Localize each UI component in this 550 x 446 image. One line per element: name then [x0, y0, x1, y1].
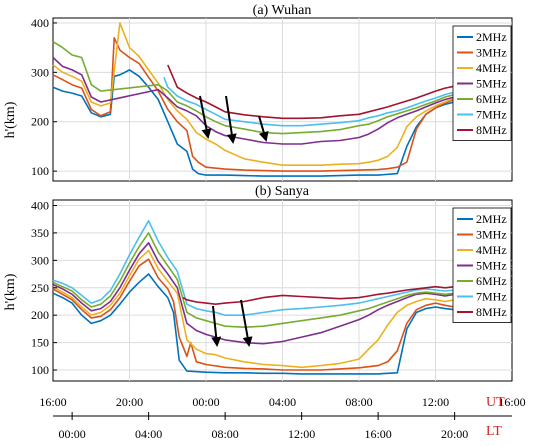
series-lines	[52, 220, 513, 375]
legend-label: 4MHz	[476, 243, 507, 257]
y-ticks: 100 200 300 400	[31, 16, 57, 178]
lt-tick-label: 20:00	[441, 427, 468, 441]
series-line-4MHz	[52, 249, 513, 369]
legend-label: 2MHz	[476, 30, 507, 44]
y-tick-label: 100	[31, 164, 49, 178]
ut-axis-label: UT	[486, 395, 505, 410]
ut-tick-label: 16:00	[39, 395, 66, 409]
legend-label: 4MHz	[476, 61, 507, 75]
ut-tick-label: 16:00	[498, 395, 525, 409]
lt-tick-label: 16:00	[364, 427, 391, 441]
series-line-5MHz	[52, 56, 455, 145]
panel-sanya: (b) Sanya h'(km) 100 150 200 250 300 350 400 2…	[3, 184, 513, 382]
y-tick-label: 300	[31, 65, 49, 79]
y-tick-label: 200	[31, 308, 49, 322]
y-tick-label: 200	[31, 115, 49, 129]
y-tick-label: 250	[31, 281, 49, 295]
panel-title: (b) Sanya	[255, 184, 310, 199]
series-line-7MHz	[52, 220, 513, 317]
lt-tick-label: 08:00	[211, 427, 238, 441]
y-ticks: 100 150 200 250 300 350 400	[31, 198, 57, 377]
series-line-3MHz	[52, 36, 455, 172]
series-line-5MHz	[52, 242, 513, 345]
y-tick-label: 150	[31, 336, 49, 350]
legend-label: 5MHz	[476, 259, 507, 273]
arrow	[258, 115, 269, 142]
y-axis-label: h'(km)	[3, 273, 18, 310]
ut-tick-label: 08:00	[345, 395, 372, 409]
legend-label: 3MHz	[476, 228, 507, 242]
arrow	[211, 305, 222, 347]
lt-tick-label: 00:00	[58, 427, 85, 441]
legend-label: 6MHz	[476, 92, 507, 106]
annotation-arrows	[199, 95, 269, 144]
arrow	[199, 95, 212, 139]
series-line-4MHz	[52, 22, 455, 166]
legend-label: 2MHz	[476, 212, 507, 226]
lt-tick-label: 04:00	[135, 427, 162, 441]
legend-label: 6MHz	[476, 274, 507, 288]
legend-label: 3MHz	[476, 46, 507, 60]
grid	[53, 18, 512, 181]
series-line-3MHz	[52, 258, 513, 371]
legend-label: 8MHz	[476, 123, 507, 137]
series-line-2MHz	[52, 69, 455, 177]
grid	[53, 200, 512, 381]
panel-title: (a) Wuhan	[253, 3, 312, 18]
legend-label: 5MHz	[476, 77, 507, 91]
ut-axis: 16:00 20:00 00:00 04:00 08:00 12:00 16:00	[39, 395, 525, 409]
annotation-arrows	[211, 299, 253, 347]
y-tick-label: 100	[31, 363, 49, 377]
y-tick-label: 350	[31, 226, 49, 240]
legend-label: 7MHz	[476, 290, 507, 304]
legend-label: 7MHz	[476, 108, 507, 122]
series-lines	[52, 22, 455, 177]
lt-axis-label: LT	[486, 424, 502, 439]
ut-tick-label: 04:00	[269, 395, 296, 409]
ut-tick-label: 12:00	[422, 395, 449, 409]
ut-tick-label: 20:00	[116, 395, 143, 409]
arrow	[240, 299, 253, 347]
lt-axis: 00:00 04:00 08:00 12:00 16:00 20:00	[58, 412, 468, 441]
y-tick-label: 400	[31, 198, 49, 212]
series-line-7MHz	[163, 77, 455, 127]
series-line-2MHz	[52, 273, 513, 375]
lt-tick-label: 12:00	[288, 427, 315, 441]
panel-wuhan: (a) Wuhan h'(km) 100 200 300 400 2MHz 3MHz4M…	[3, 3, 513, 182]
y-tick-label: 400	[31, 16, 49, 30]
arrow	[225, 95, 237, 144]
series-line-8MHz	[167, 64, 455, 120]
legend-label: 8MHz	[476, 305, 507, 319]
y-axis-label: h'(km)	[3, 101, 18, 138]
y-tick-label: 300	[31, 253, 49, 267]
ut-tick-label: 00:00	[192, 395, 219, 409]
series-line-6MHz	[52, 232, 513, 329]
